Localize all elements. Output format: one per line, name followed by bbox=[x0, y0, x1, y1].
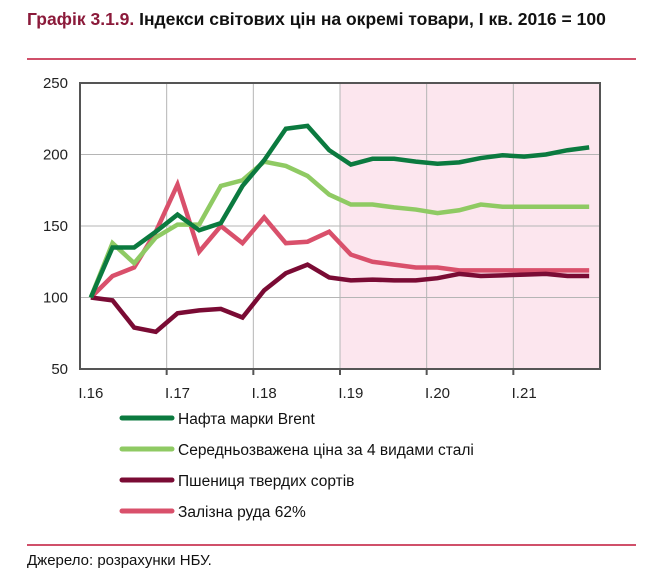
source-note: Джерело: розрахунки НБУ. bbox=[27, 552, 212, 569]
bottom-divider bbox=[27, 544, 636, 546]
series-line-1 bbox=[88, 123, 590, 299]
legend-label: Нафта марки Brent bbox=[178, 411, 315, 428]
y-tick-label: 150 bbox=[43, 218, 68, 235]
x-tick-label: I.20 bbox=[425, 385, 450, 402]
legend-label: Пшениця твердих сортів bbox=[178, 473, 354, 490]
chart-title-text: Індекси світових цін на окремі товари, І… bbox=[134, 9, 606, 29]
series-line-2 bbox=[88, 159, 590, 299]
y-tick-label: 250 bbox=[43, 75, 68, 92]
y-tick-label: 100 bbox=[43, 290, 68, 307]
legend-label: Залізна руда 62% bbox=[178, 504, 306, 521]
series-line-3 bbox=[90, 262, 590, 335]
plot-frame bbox=[79, 82, 601, 370]
x-tick-label: I.16 bbox=[78, 385, 103, 402]
series-line-4 bbox=[89, 178, 590, 300]
legend-label: Середньозважена ціна за 4 видами сталі bbox=[178, 442, 474, 459]
y-tick-label: 200 bbox=[43, 147, 68, 164]
chart-number: Графік 3.1.9. bbox=[27, 9, 135, 29]
x-tick-label: I.17 bbox=[165, 385, 190, 402]
y-tick-label: 50 bbox=[51, 361, 68, 378]
x-tick-label: I.21 bbox=[512, 385, 537, 402]
x-tick-label: I.19 bbox=[338, 385, 363, 402]
x-tick-label: I.18 bbox=[252, 385, 277, 402]
top-divider bbox=[27, 58, 636, 60]
chart-title: Графік 3.1.9. Індекси світових цін на ок… bbox=[27, 8, 627, 30]
